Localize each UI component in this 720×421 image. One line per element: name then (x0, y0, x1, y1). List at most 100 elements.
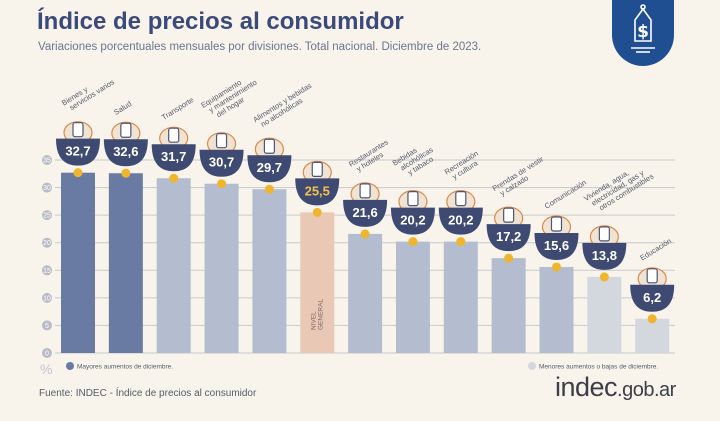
bar-group: 32,7 Bienes yservicios varios (56, 71, 116, 353)
indec-logo[interactable]: indec.gob.ar (555, 372, 676, 403)
value-badge (343, 199, 388, 227)
first-aid-icon (111, 121, 141, 145)
y-tick-label: 20 (43, 240, 51, 247)
bar-group: 6,2 Educación (630, 236, 675, 353)
value-badge (247, 155, 292, 183)
bar-dot (169, 173, 179, 183)
category-label-line: Transporte (160, 95, 195, 122)
legend-label: Mayores aumentos de diciembre. (77, 364, 173, 371)
data-label: 20,2 (448, 213, 473, 228)
washing-machine-icon (206, 132, 237, 156)
bar-dot (312, 207, 322, 217)
value-badge (534, 232, 579, 260)
bar-dot (217, 179, 227, 189)
value-badge (390, 207, 435, 235)
category-label: Prendas de vestiry calzado (491, 154, 550, 200)
bar (539, 266, 574, 353)
clothes-shoe-icon (494, 206, 524, 230)
clothes-shoe-icon-detail (503, 207, 515, 223)
y-tick-marker (42, 237, 52, 248)
category-label: Restaurantesy hoteles (347, 137, 394, 175)
vacuum-icon-detail (72, 122, 84, 138)
bar-dot (599, 272, 609, 282)
plate-cutlery-icon (350, 182, 380, 206)
bar-group: 21,6 Restaurantesy hoteles (343, 137, 394, 353)
category-label-line: Educación (638, 236, 672, 262)
y-tick-label: 25 (43, 213, 51, 220)
bar-dot (504, 253, 514, 263)
bar (348, 233, 383, 353)
legend-swatch (528, 362, 536, 370)
bottle-glass-icon-detail (407, 191, 419, 207)
first-aid-icon-detail (120, 122, 132, 138)
y-tick-label: 30 (43, 185, 51, 192)
bottle-glass-icon (398, 190, 428, 214)
general-bar-label-line: NIVEL (310, 311, 317, 330)
source-note: Fuente: INDEC - Índice de precios al con… (39, 388, 257, 399)
value-badge (56, 138, 100, 166)
data-label: 32,6 (113, 144, 138, 159)
bar-dot (408, 237, 418, 247)
bar (587, 276, 622, 353)
bar-group: 31,7 Transporte (151, 95, 196, 353)
y-tick-marker (42, 292, 52, 303)
category-label: Bebidasalcohólicasy tabaco (391, 138, 439, 181)
phone-icon-detail (550, 216, 563, 232)
data-label: 31,7 (161, 149, 186, 164)
category-label-line: Alimentos y bebidas (251, 81, 313, 124)
data-label: 17,2 (496, 229, 521, 244)
plate-cutlery-icon-detail (359, 183, 371, 199)
bar-group: 32,6 Salud (103, 99, 148, 353)
shopping-cart-icon-detail (311, 161, 323, 177)
sun-umbrella-icon-detail (455, 191, 467, 207)
data-label: 6,2 (643, 290, 661, 305)
data-label: 32,7 (65, 144, 90, 159)
value-badge (295, 178, 340, 206)
shopping-cart-icon (302, 160, 332, 184)
bar-group: 20,2 Bebidasalcohólicasy tabaco (390, 138, 439, 353)
category-label: Bienes yservicios varios (60, 71, 116, 115)
general-bar-label-line: GENERAL (317, 299, 324, 330)
general-bar-label: NIVELGENERAL (310, 299, 324, 330)
legend-label: Menores aumentos o bajas de diciembre. (539, 364, 658, 371)
food-icon-detail (263, 138, 275, 154)
data-label: 29,7 (257, 160, 282, 175)
bar-group: 15,6 Comunicación (534, 178, 588, 353)
y-tick-marker (42, 320, 52, 331)
y-tick-marker (42, 182, 52, 193)
bus-car-icon (159, 126, 189, 150)
bar (443, 241, 478, 353)
bar-dot (647, 314, 657, 324)
value-badge (630, 284, 675, 312)
y-tick-marker (42, 210, 52, 221)
category-label-line: Salud (112, 99, 133, 117)
category-label: Educación (638, 236, 672, 262)
logo-badge: $ (612, 0, 674, 66)
bar-group: 20,2 Recreacióny cultura (438, 149, 484, 353)
page-title: Índice de precios al consumidor (37, 8, 404, 35)
bar (395, 241, 430, 353)
value-badge (438, 207, 483, 235)
bar-dot (264, 184, 274, 194)
data-label: 20,2 (400, 213, 425, 228)
data-label: 13,8 (592, 248, 617, 263)
y-tick-marker (42, 265, 52, 276)
faucet-bulb-icon-detail (598, 226, 610, 242)
y-tick-marker (42, 155, 52, 165)
data-label: 25,5 (305, 183, 330, 198)
bar (300, 212, 335, 353)
bar-dot (360, 229, 370, 239)
brand-main: indec (555, 372, 618, 402)
price-tag-dollar-icon: $ (631, 4, 655, 53)
notebook-icon-detail (646, 268, 658, 284)
bar-group: 25,5 NIVELGENERAL (295, 160, 340, 353)
bar-dot (552, 262, 561, 272)
legend-swatch (66, 362, 74, 370)
bar-dot (456, 237, 466, 247)
category-label: Recreacióny cultura (443, 149, 484, 184)
value-badge (199, 149, 244, 177)
brand-domain: .gob.ar (617, 379, 676, 401)
data-label: 21,6 (352, 205, 377, 220)
